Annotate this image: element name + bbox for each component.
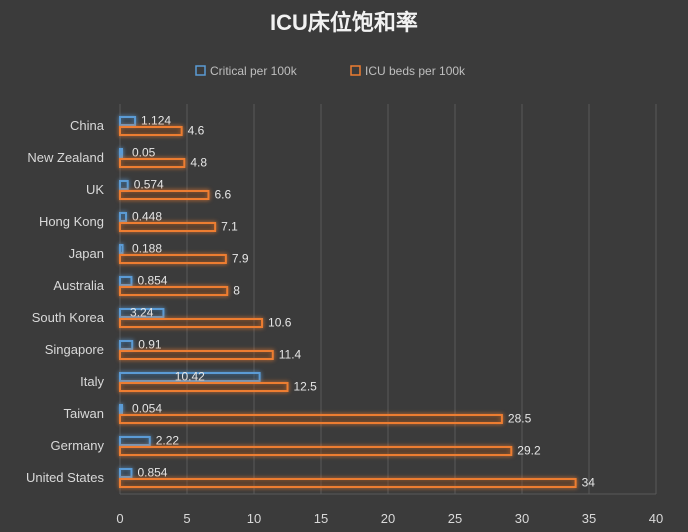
data-label-1-4: 0.448: [132, 210, 162, 224]
data-label-1-3: 0.574: [134, 178, 164, 192]
data-label-1-1: 1.124: [141, 114, 171, 128]
bar-1-12: [119, 468, 133, 478]
x-tick-label-15: 15: [314, 511, 328, 526]
bar-1-5: [119, 244, 124, 254]
data-label-2-10: 28.5: [508, 412, 532, 426]
bar-1-6: [119, 276, 133, 286]
x-tick-label-0: 0: [116, 511, 123, 526]
bar-1-7: [119, 308, 165, 318]
bar-2-12: [119, 478, 577, 488]
category-label-1: China: [70, 118, 105, 133]
bar-1-10: [119, 404, 123, 414]
x-tick-label-35: 35: [582, 511, 596, 526]
bar-1-1: [119, 116, 137, 126]
legend-swatch-1: [195, 65, 206, 76]
category-label-8: Singapore: [45, 342, 104, 357]
data-label-1-7: 3.24: [130, 306, 154, 320]
data-label-2-9: 12.5: [294, 380, 318, 394]
category-label-2: New Zealand: [27, 150, 104, 165]
bar-2-9: [119, 382, 289, 392]
data-label-2-2: 4.8: [190, 156, 207, 170]
bar-2-4: [119, 222, 217, 232]
bar-1-4: [119, 212, 128, 222]
bar-2-6: [119, 286, 229, 296]
chart-title: ICU床位饱和率: [270, 10, 418, 35]
data-label-2-6: 8: [233, 284, 240, 298]
data-label-2-5: 7.9: [232, 252, 249, 266]
x-tick-label-10: 10: [247, 511, 261, 526]
data-label-1-8: 0.91: [138, 338, 162, 352]
data-label-1-9: 10.42: [175, 370, 205, 384]
bar-2-3: [119, 190, 210, 200]
bar-2-7: [119, 318, 264, 328]
legend-swatch-2: [350, 65, 361, 76]
data-label-2-4: 7.1: [221, 220, 238, 234]
bar-1-11: [119, 436, 151, 446]
bar-2-8: [119, 350, 274, 360]
x-tick-label-25: 25: [448, 511, 462, 526]
bar-2-10: [119, 414, 503, 424]
data-label-2-8: 11.4: [279, 348, 302, 362]
x-tick-label-30: 30: [515, 511, 529, 526]
category-label-7: South Korea: [32, 310, 105, 325]
category-label-12: United States: [26, 470, 105, 485]
bar-2-5: [119, 254, 227, 264]
data-label-1-5: 0.188: [132, 242, 162, 256]
bar-2-11: [119, 446, 513, 456]
bar-1-9: [119, 372, 261, 382]
category-label-11: Germany: [51, 438, 105, 453]
bar-1-3: [119, 180, 129, 190]
data-label-2-3: 6.6: [214, 188, 231, 202]
legend-label-1: Critical per 100k: [210, 64, 298, 78]
legend-label-2: ICU beds per 100k: [365, 64, 466, 78]
data-label-2-12: 34: [582, 476, 596, 490]
bar-1-2: [119, 148, 123, 158]
category-label-3: UK: [86, 182, 104, 197]
data-label-1-2: 0.05: [132, 146, 156, 160]
data-label-2-1: 4.6: [188, 124, 205, 138]
data-label-2-11: 29.2: [517, 444, 541, 458]
bar-2-1: [119, 126, 183, 136]
bar-2-2: [119, 158, 186, 168]
category-label-4: Hong Kong: [39, 214, 104, 229]
category-label-6: Australia: [53, 278, 104, 293]
category-label-5: Japan: [69, 246, 104, 261]
data-label-1-11: 2.22: [156, 434, 180, 448]
x-tick-label-40: 40: [649, 511, 663, 526]
x-tick-label-5: 5: [183, 511, 190, 526]
data-label-1-12: 0.854: [137, 466, 167, 480]
data-label-1-10: 0.054: [132, 402, 162, 416]
category-label-9: Italy: [80, 374, 104, 389]
data-label-1-6: 0.854: [137, 274, 167, 288]
bar-1-8: [119, 340, 134, 350]
category-label-10: Taiwan: [64, 406, 104, 421]
data-label-2-7: 10.6: [268, 316, 292, 330]
x-tick-label-20: 20: [381, 511, 395, 526]
